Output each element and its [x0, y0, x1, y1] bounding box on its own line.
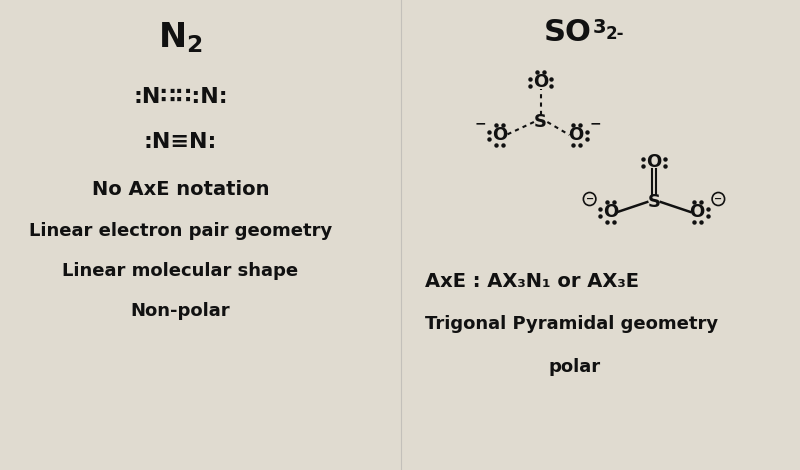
Text: :N∷∷:N:: :N∷∷:N: — [133, 87, 228, 107]
Text: O: O — [492, 126, 507, 144]
Text: O: O — [533, 73, 548, 91]
Text: Linear molecular shape: Linear molecular shape — [62, 262, 298, 280]
Text: S: S — [647, 193, 661, 211]
Text: No AxE notation: No AxE notation — [92, 180, 269, 199]
Text: AxE : AX₃N₁ or AX₃E: AxE : AX₃N₁ or AX₃E — [426, 272, 639, 291]
Text: Trigonal Pyramidal geometry: Trigonal Pyramidal geometry — [426, 315, 718, 333]
Text: :N≡N:: :N≡N: — [144, 132, 217, 152]
Text: −: − — [590, 116, 601, 130]
Text: O: O — [569, 126, 584, 144]
Text: Non-polar: Non-polar — [130, 302, 230, 320]
Text: −: − — [714, 194, 722, 204]
Text: 3: 3 — [593, 18, 606, 37]
Text: −: − — [474, 116, 486, 130]
Text: polar: polar — [548, 358, 600, 376]
Text: $\mathbf{N_2}$: $\mathbf{N_2}$ — [158, 20, 202, 55]
Text: O: O — [646, 153, 662, 171]
Text: SO: SO — [543, 18, 591, 47]
Text: Linear electron pair geometry: Linear electron pair geometry — [29, 222, 332, 240]
Text: O: O — [690, 203, 705, 221]
Text: −: − — [586, 194, 594, 204]
Text: 2-: 2- — [606, 25, 625, 43]
Text: O: O — [603, 203, 618, 221]
Text: S: S — [534, 113, 547, 131]
